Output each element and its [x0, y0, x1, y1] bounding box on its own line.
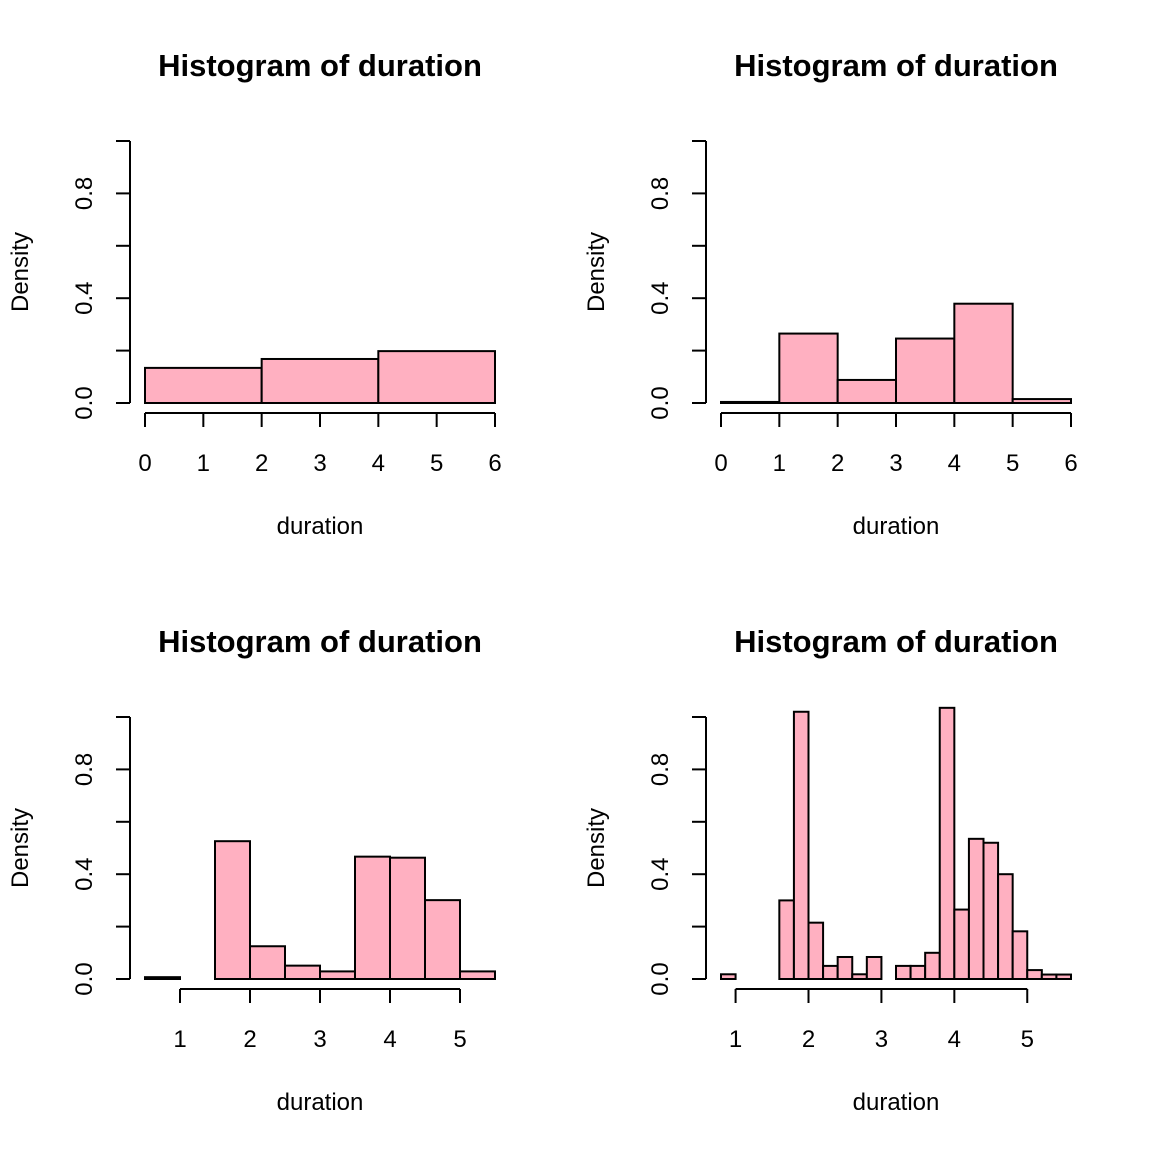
histogram-bar — [1011, 398, 1072, 405]
histogram-bar — [284, 964, 321, 981]
histogram-bar — [144, 366, 263, 404]
chart-title: Histogram of duration — [734, 624, 1058, 659]
x-tick-label: 5 — [1021, 1026, 1034, 1053]
histogram-bar — [354, 855, 391, 980]
histogram-bar — [895, 337, 956, 405]
histogram-bar — [214, 840, 251, 980]
histogram-bar — [1011, 930, 1029, 981]
y-tick-label: 0.8 — [71, 753, 98, 786]
histogram-bar — [836, 378, 897, 404]
x-tick-label: 0 — [138, 450, 151, 477]
x-tick-label: 4 — [948, 1026, 961, 1053]
histogram-bar — [1040, 973, 1058, 980]
x-tick-label: 1 — [729, 1026, 742, 1053]
y-tick-label: 0.0 — [71, 386, 98, 419]
histogram-bar — [778, 899, 795, 980]
x-tick-label: 3 — [889, 450, 902, 477]
histogram-panel-2: Histogram of duration 0.0 0.4 0.8 0 1 2 3 4 5 6 dur… — [583, 48, 1078, 540]
y-tick-label: 0.8 — [71, 177, 98, 210]
x-tick-label: 3 — [313, 450, 326, 477]
y-tick-label: 0.0 — [647, 962, 674, 995]
x-tick-label: 0 — [714, 450, 727, 477]
y-tick-label: 0.0 — [647, 386, 674, 419]
histogram-bar — [836, 955, 854, 981]
x-tick-label: 6 — [1064, 450, 1077, 477]
histogram-bar — [720, 400, 781, 404]
x-tick-label: 5 — [453, 1026, 466, 1053]
histogram-bar — [778, 332, 839, 405]
histogram-bar — [459, 970, 496, 981]
histogram-bar — [938, 706, 956, 981]
x-tick-label: 2 — [831, 450, 844, 477]
histogram-bar — [997, 873, 1014, 981]
x-axis-label: duration — [853, 1089, 940, 1116]
y-axis-label: Density — [583, 232, 610, 312]
y-axis-label: Density — [7, 808, 34, 888]
histogram-bar — [909, 964, 927, 980]
y-tick-label: 0.4 — [647, 282, 674, 315]
histogram-bar — [807, 921, 825, 981]
x-tick-label: 2 — [802, 1026, 815, 1053]
histogram-bar — [895, 964, 912, 980]
x-axis-label: duration — [277, 513, 364, 540]
histogram-bar — [377, 350, 497, 404]
x-tick-label: 1 — [773, 450, 786, 477]
x-tick-label: 3 — [313, 1026, 326, 1053]
chart-title: Histogram of duration — [734, 48, 1058, 83]
x-tick-label: 5 — [430, 450, 443, 477]
x-tick-label: 1 — [197, 450, 210, 477]
histogram-bar — [720, 973, 737, 980]
y-axis-label: Density — [7, 232, 34, 312]
histogram-bar — [1026, 969, 1043, 981]
x-tick-label: 1 — [173, 1026, 186, 1053]
x-axis-label: duration — [853, 513, 940, 540]
histogram-panel-4: Histogram of duration 0.0 0.4 0.8 1 2 3 4 5 durat… — [583, 624, 1072, 1116]
x-tick-label: 4 — [948, 450, 961, 477]
histogram-bar — [967, 837, 985, 980]
y-tick-label: 0.4 — [647, 858, 674, 891]
histogram-panel-3: Histogram of duration 0.0 0.4 0.8 1 2 3 4 5 durat… — [7, 624, 496, 1116]
chart-title: Histogram of duration — [158, 624, 482, 659]
x-tick-label: 4 — [383, 1026, 396, 1053]
histogram-bar — [792, 710, 810, 980]
histogram-bar — [424, 899, 461, 980]
x-tick-label: 4 — [372, 450, 385, 477]
x-tick-label: 3 — [875, 1026, 888, 1053]
histogram-bar — [389, 856, 426, 980]
histogram-panel-1: Histogram of duration 0.0 0.4 0.8 0 1 2 3 4 5 6 dur… — [7, 48, 502, 540]
x-tick-label: 6 — [488, 450, 501, 477]
x-axis-label: duration — [277, 1089, 364, 1116]
histogram-bar — [1055, 973, 1072, 980]
histogram-bar — [953, 908, 970, 981]
x-tick-label: 2 — [243, 1026, 256, 1053]
histogram-bar — [851, 973, 868, 980]
x-tick-label: 5 — [1006, 450, 1019, 477]
histogram-bar — [144, 976, 181, 980]
y-tick-label: 0.4 — [71, 282, 98, 315]
histogram-bar — [953, 302, 1014, 404]
y-tick-label: 0.8 — [647, 177, 674, 210]
histogram-bar — [865, 955, 883, 981]
histogram-bar — [260, 357, 380, 405]
chart-title: Histogram of duration — [158, 48, 482, 83]
histogram-bar — [924, 951, 941, 980]
histogram-bar — [319, 970, 356, 981]
x-tick-label: 2 — [255, 450, 268, 477]
histogram-bar — [822, 964, 839, 980]
y-axis-label: Density — [583, 808, 610, 888]
histogram-bar — [249, 945, 286, 980]
y-tick-label: 0.8 — [647, 753, 674, 786]
histogram-bar — [982, 841, 1000, 981]
y-tick-label: 0.4 — [71, 858, 98, 891]
y-tick-label: 0.0 — [71, 962, 98, 995]
